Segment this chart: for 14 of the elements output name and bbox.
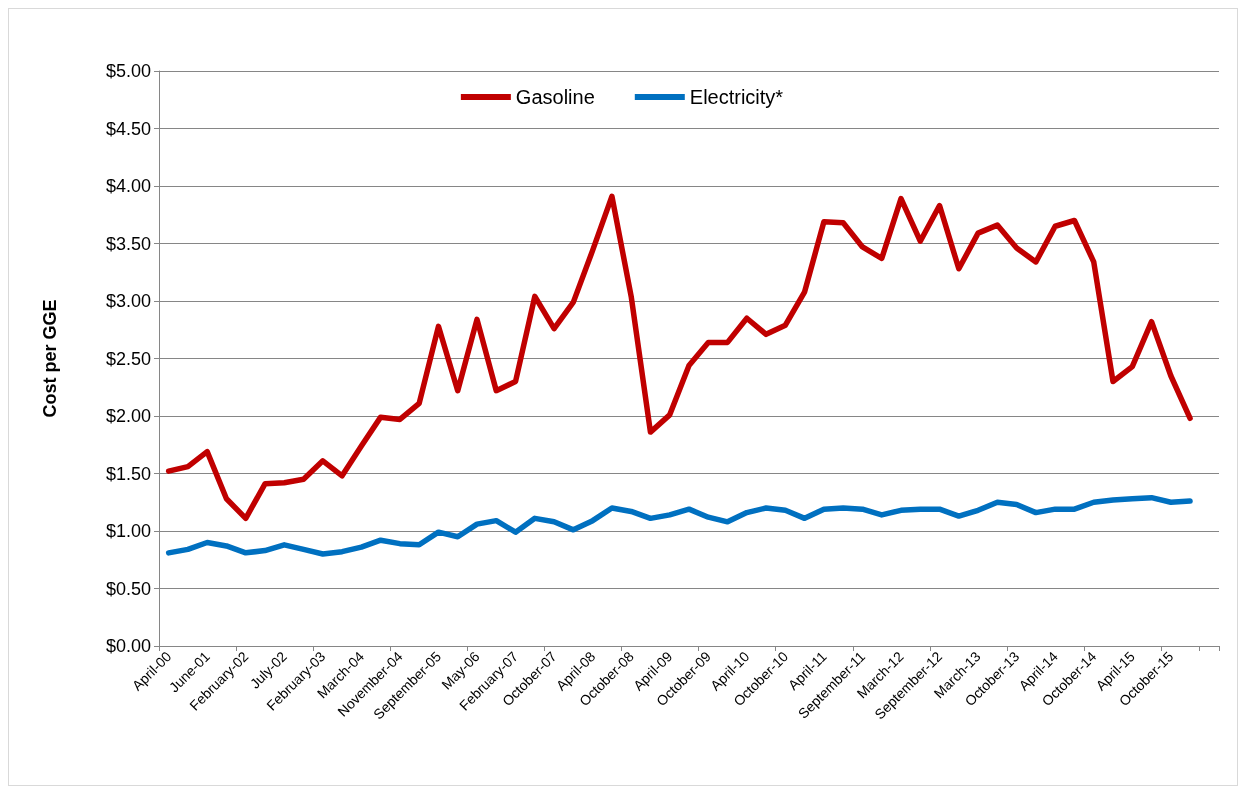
y-tick-label: $1.50 [105,463,151,484]
y-tick-label: $3.00 [105,291,151,311]
y-tick-label: $4.00 [105,176,151,196]
legend-label: Gasoline [515,86,595,108]
y-tick-label: $5.00 [105,61,151,81]
y-tick-label: $1.00 [105,521,151,541]
y-tick-label: $2.00 [105,406,151,426]
legend-label: Electricity* [689,86,784,108]
y-tick-label: $4.50 [105,118,151,139]
y-tick-label: $0.50 [105,578,151,599]
y-tick-label: $3.50 [105,233,151,254]
y-tick-label: $0.00 [105,636,151,656]
y-axis-title: Cost per GGE [40,299,60,418]
y-tick-label: $2.50 [105,348,151,369]
